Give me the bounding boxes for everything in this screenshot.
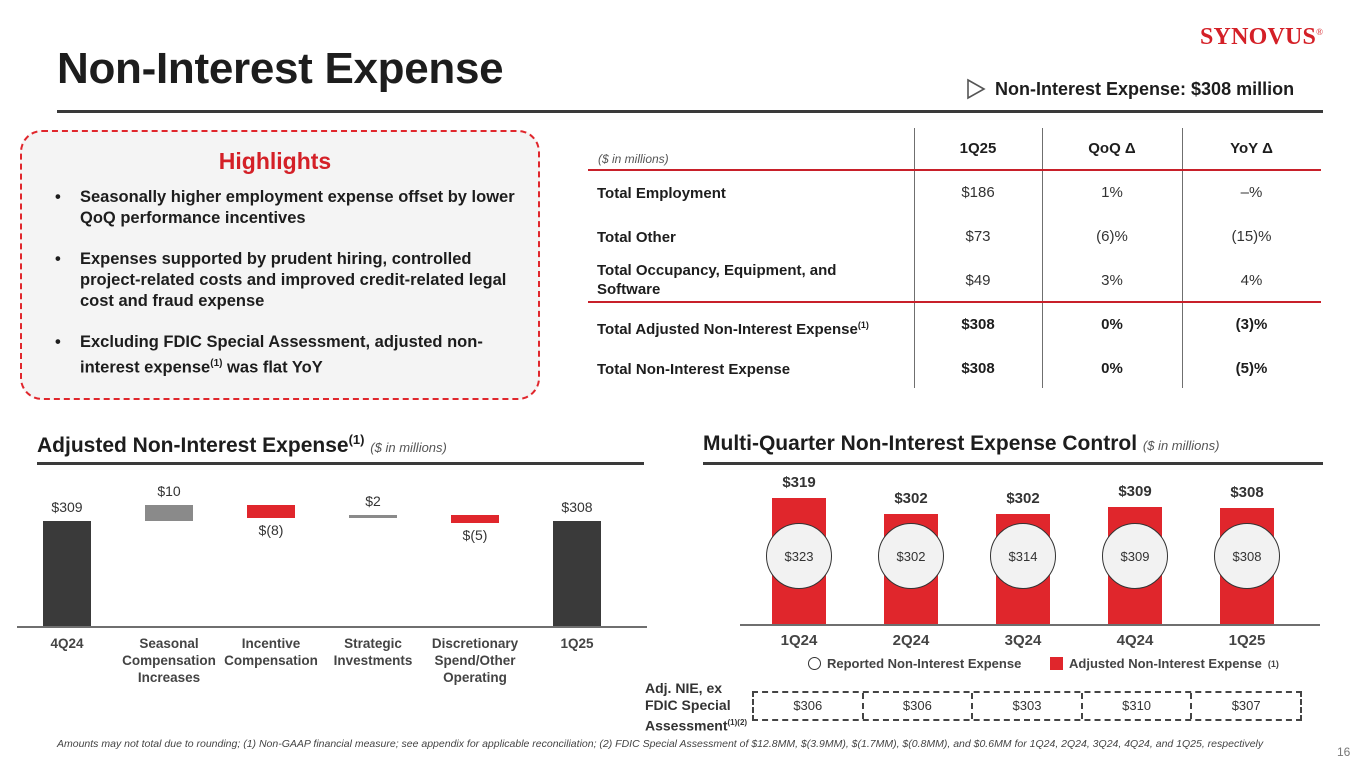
x-label-line: 1Q25	[560, 636, 594, 651]
waterfall-section-title: Adjusted Non-Interest Expense(1) ($ in m…	[37, 432, 447, 457]
reported-marker: $302	[878, 523, 944, 589]
x-label-line: Operating	[443, 670, 507, 685]
highlights-list: Seasonally higher employment expense off…	[55, 187, 515, 399]
highlight-item: Excluding FDIC Special Assessment, adjus…	[55, 332, 515, 379]
waterfall-data-label: $10	[157, 482, 181, 499]
page-number: 16	[1337, 745, 1351, 759]
x-label-line: Strategic	[344, 636, 402, 651]
adjusted-data-label: $319	[782, 474, 816, 492]
waterfall-data-label: $309	[51, 498, 83, 515]
waterfall-x-label: 4Q24	[13, 635, 121, 652]
headline-text: Non-Interest Expense: $308 million	[995, 78, 1295, 99]
waterfall-x-label: Seasonal Compensation Increases	[115, 635, 223, 686]
x-axis-line	[740, 624, 1320, 626]
waterfall-chart: $309 4Q24 $10 Seasonal Compensation Increases…	[17, 468, 647, 693]
x-label-line: Compensation	[224, 653, 318, 668]
reported-marker: $308	[1214, 523, 1280, 589]
adj-nie-cell: $310	[1083, 693, 1193, 719]
x-label-line: Seasonal	[139, 636, 199, 651]
synovus-logo: Synovus®	[1200, 24, 1323, 51]
waterfall-bar	[247, 504, 295, 518]
adjusted-data-label: $308	[1230, 484, 1264, 502]
waterfall-section-rule	[37, 462, 644, 465]
waterfall-data-label: $2	[365, 492, 381, 509]
multiquarter-x-label: 1Q24	[780, 632, 818, 649]
x-label-line: 4Q24	[50, 636, 84, 651]
highlights-title: Highlights	[218, 148, 332, 174]
waterfall-x-label: Discretionary Spend/Other Operating	[421, 635, 529, 686]
reported-marker: $323	[766, 523, 832, 589]
adj-nie-values: $306 $306 $303 $310 $307	[752, 691, 1302, 721]
waterfall-data-label: $308	[561, 499, 593, 516]
legend-adjusted: Adjusted Non-Interest Expense (1)	[1050, 656, 1279, 671]
table-row: Total Adjusted Non-Interest Expense(1) $…	[597, 316, 1268, 338]
footnote: Amounts may not total due to rounding; (…	[57, 738, 1264, 750]
waterfall-bar	[553, 521, 601, 626]
waterfall-bar	[451, 514, 499, 523]
adjusted-data-label: $302	[1006, 489, 1040, 507]
x-label-line: Incentive	[241, 636, 301, 651]
circle-legend-icon	[808, 657, 821, 670]
table-unit-note: ($ in millions)	[598, 152, 669, 166]
x-label-line: Investments	[333, 653, 413, 668]
waterfall-data-label: $(8)	[258, 521, 284, 538]
col-header-qoq: QoQ Δ	[1088, 140, 1136, 157]
waterfall-bar	[43, 520, 91, 626]
table-row: Total Employment $186 1% –%	[597, 184, 1263, 202]
adj-nie-cell: $303	[973, 693, 1083, 719]
legend-reported: Reported Non-Interest Expense	[808, 656, 1021, 671]
multiquarter-section-title: Multi-Quarter Non-Interest Expense Contr…	[703, 432, 1220, 455]
col-header-yoy: YoY Δ	[1230, 140, 1273, 157]
adj-nie-cell: $306	[864, 693, 974, 719]
adj-nie-cell: $306	[754, 693, 864, 719]
multiquarter-chart: $319 $323 1Q24 $302 $302 2Q24 $302 $314 3Q24 $309…	[740, 474, 1320, 658]
x-label-line: Spend/Other	[434, 653, 516, 668]
highlight-item: Seasonally higher employment expense off…	[55, 187, 515, 229]
x-label-line: Compensation	[122, 653, 216, 668]
waterfall-x-label: Strategic Investments	[319, 635, 427, 669]
page-title: Non-Interest Expense	[57, 44, 504, 93]
headline: Non-Interest Expense: $308 million	[965, 78, 1294, 100]
reported-marker: $309	[1102, 523, 1168, 589]
title-divider	[57, 110, 1323, 113]
waterfall-data-label: $(5)	[462, 526, 488, 543]
registered-mark: ®	[1316, 27, 1324, 37]
table-header-row: ($ in millions) 1Q25 QoQ Δ YoY Δ	[588, 128, 1321, 170]
multiquarter-x-label: 4Q24	[1116, 632, 1154, 649]
logo-text: Synovus	[1200, 24, 1317, 50]
adj-nie-cell: $307	[1231, 698, 1261, 713]
multiquarter-x-label: 1Q25	[1228, 632, 1266, 649]
col-header-1q25: 1Q25	[959, 140, 997, 157]
reported-marker: $314	[990, 523, 1056, 589]
square-legend-icon	[1050, 657, 1063, 670]
multiquarter-section-rule	[703, 462, 1323, 465]
waterfall-x-label: Incentive Compensation	[217, 635, 325, 669]
waterfall-x-label: 1Q25	[523, 635, 631, 652]
multiquarter-x-label: 2Q24	[892, 632, 930, 649]
multiquarter-x-label: 3Q24	[1004, 632, 1042, 649]
adjusted-data-label: $302	[894, 489, 928, 507]
waterfall-bar	[145, 504, 193, 521]
adj-nie-label: Adj. NIE, ex FDIC Special Assessment(1)(…	[645, 680, 748, 734]
table-row: Total Non-Interest Expense $308 0% (5)%	[597, 360, 1268, 378]
x-axis-line	[17, 626, 647, 628]
adjusted-data-label: $309	[1118, 483, 1152, 501]
x-label-line: Discretionary	[431, 636, 519, 651]
table-row: Total Other $73 (6)% (15)%	[597, 228, 1272, 246]
expense-table: ($ in millions) 1Q25 QoQ Δ YoY Δ Total E…	[588, 128, 1321, 390]
x-label-line: Increases	[137, 670, 201, 685]
table-row: Total Occupancy, Equipment, and Software…	[597, 262, 1263, 298]
highlight-item: Expenses supported by prudent hiring, co…	[55, 249, 515, 312]
waterfall-bar	[349, 514, 397, 518]
play-triangle-icon	[967, 78, 986, 100]
